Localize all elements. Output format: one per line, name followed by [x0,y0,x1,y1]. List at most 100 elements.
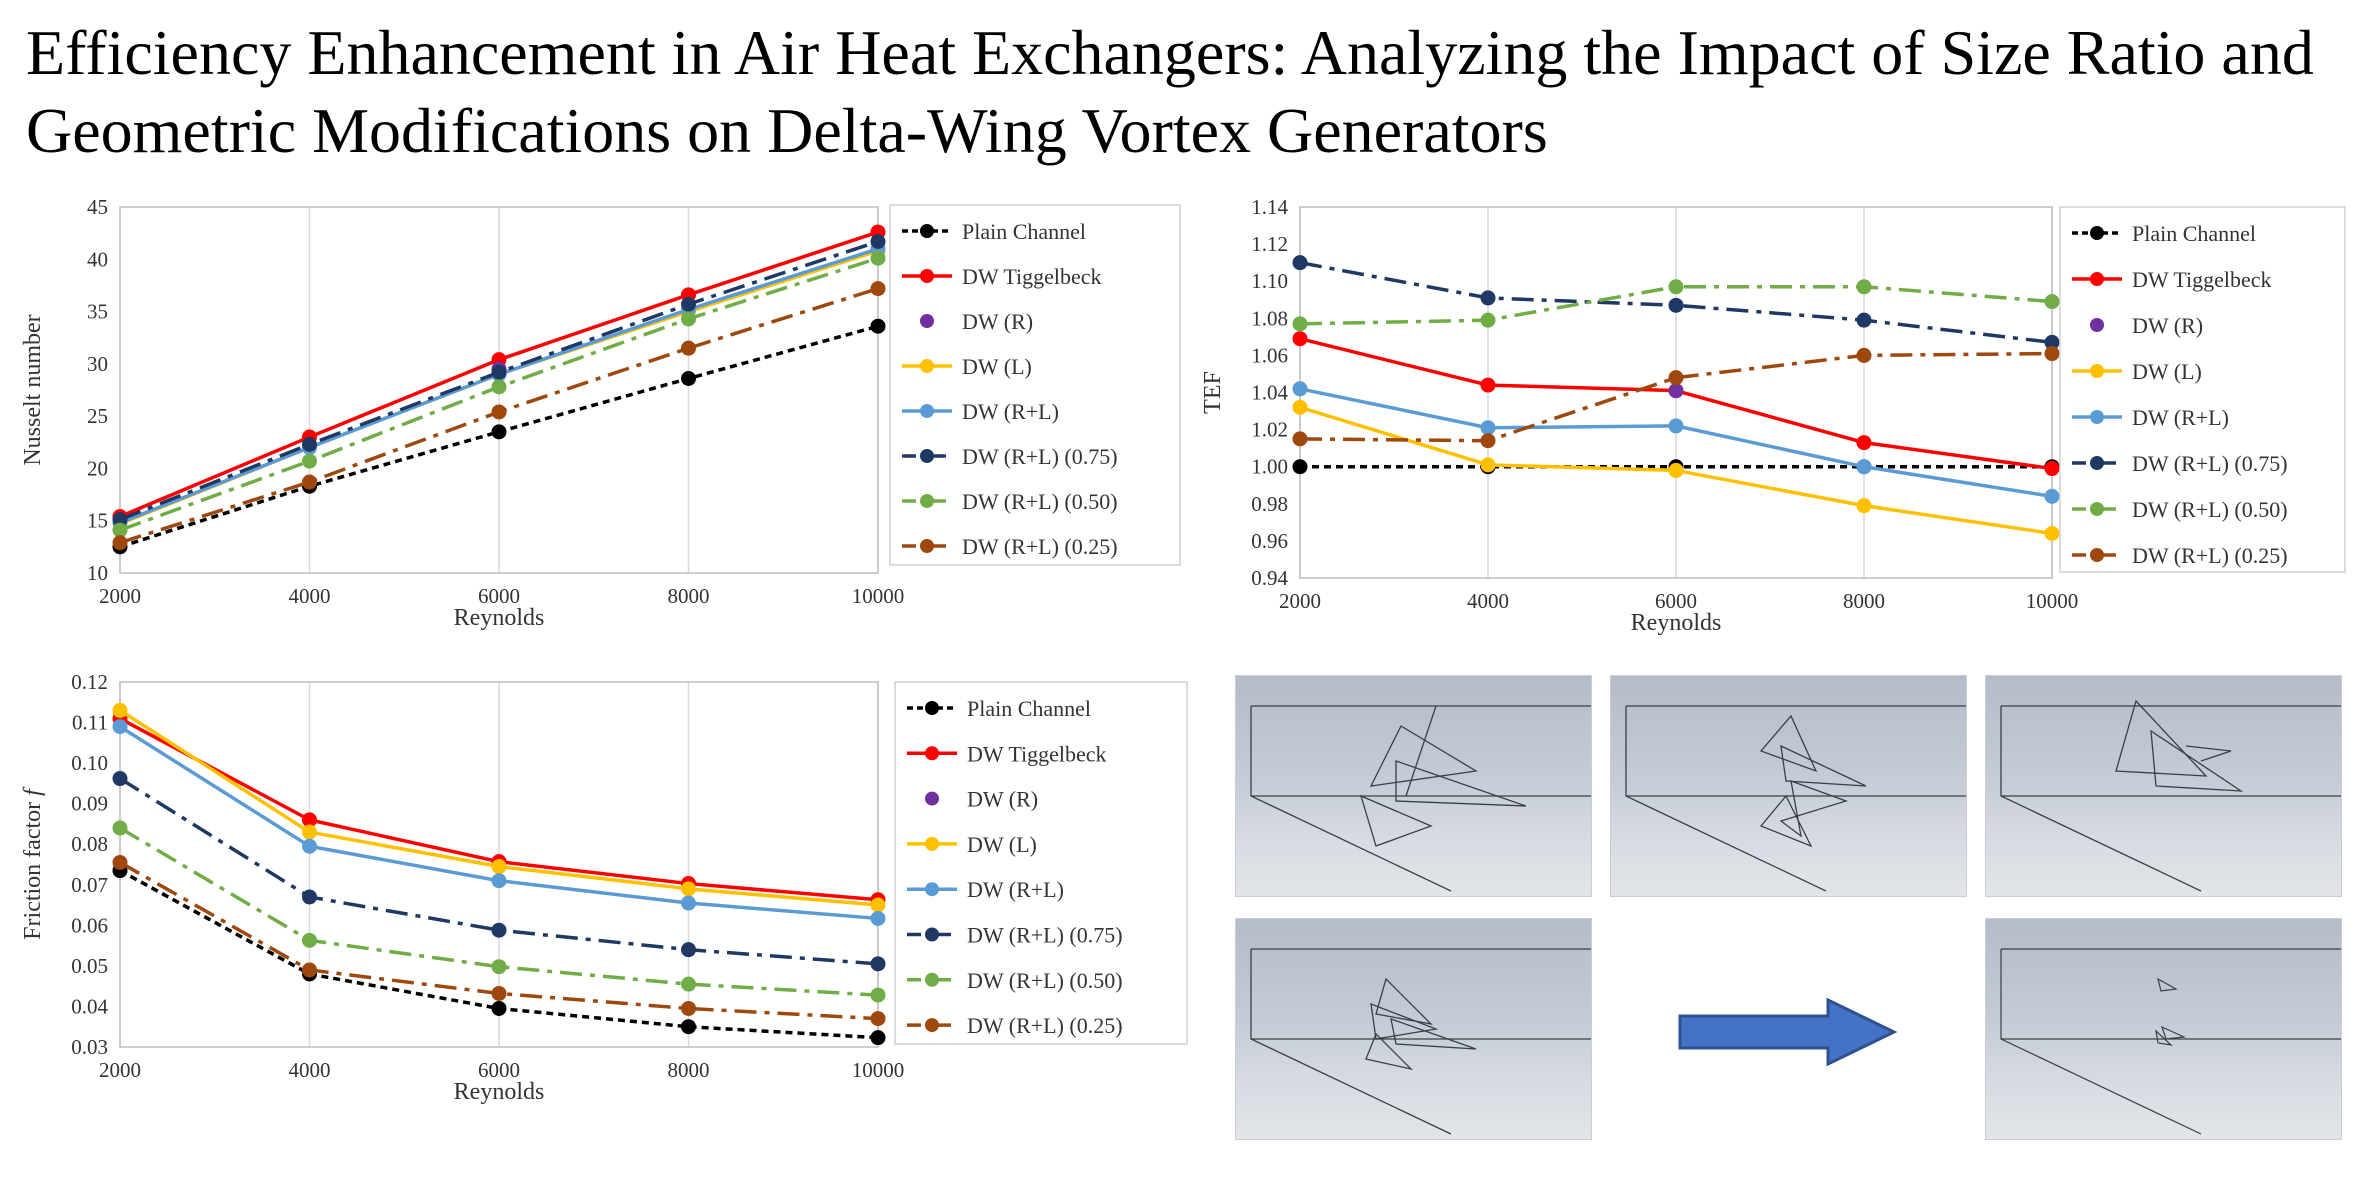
y-tick-label: 0.11 [72,711,108,735]
data-point [1292,459,1308,475]
data-point [302,932,317,948]
legend-swatch-marker [2090,364,2104,378]
legend-swatch-marker [925,746,939,761]
legend-item: DW Tiggelbeck [907,741,1107,766]
data-point [870,234,886,250]
legend-item: DW (R+L) (0.75) [902,444,1118,469]
data-point [1856,312,1872,328]
render-dw-rl [1610,675,1967,897]
legend-swatch-marker [920,404,934,418]
legend-label: Plain Channel [962,219,1086,244]
data-point [1292,431,1308,447]
legend-item: DW (R+L) (0.50) [902,489,1118,514]
legend-label: DW (R+L) (0.25) [962,534,1118,559]
y-axis-title: Nusselt number [20,314,46,465]
series-line [119,777,879,966]
y-tick-label: 1.02 [1251,418,1288,442]
y-tick-label: 1.10 [1251,269,1288,293]
y-tick-label: 1.04 [1251,381,1288,405]
data-point [870,1011,886,1027]
y-tick-label: 0.07 [71,873,108,897]
data-point [681,370,696,386]
data-point [491,859,507,875]
legend-item: DW (L) [902,354,1032,379]
x-tick-label: 4000 [1467,589,1509,613]
plot-area: 0.94 0.96 0.98 1.00 1.02 1.04 1.06 1.08 1.10 1.12… [1200,195,2078,636]
x-tick-label: 10000 [852,584,905,608]
legend-swatch-marker [2090,272,2104,286]
data-point [681,1019,696,1035]
legend-swatch-marker [2090,318,2104,332]
x-axis-title: Reynolds [454,605,545,631]
legend-swatch-marker [920,269,934,283]
series-dw-r-l-0-25- [1292,346,2060,449]
legend-item: DW (L) [2072,359,2202,384]
data-point [302,812,317,828]
y-tick-label: 1.00 [1251,455,1288,479]
data-point [491,364,507,380]
series-dw-r-l- [1292,381,2060,504]
legend-item: DW (R+L) (0.25) [902,534,1118,559]
x-tick-label: 6000 [478,1058,520,1082]
data-point [112,522,128,538]
x-tick-label: 8000 [668,584,710,608]
legend-label: DW (L) [2132,359,2202,384]
x-axis-title: Reynolds [1631,610,1722,636]
x-axis-title: Reynolds [454,1079,545,1105]
data-point [870,318,886,334]
series-dw-r-l- [112,719,886,926]
data-point [1292,381,1308,397]
legend-swatch-marker [920,539,934,553]
legend-box [2059,206,2346,573]
legend-swatch-marker [920,359,934,373]
data-point [2044,334,2060,350]
data-point [2044,294,2060,310]
data-point [2044,525,2060,541]
x-tick-label: 2000 [99,1058,141,1082]
data-point [681,311,696,327]
legend-label: DW (R+L) (0.75) [2132,451,2288,476]
data-point [1480,377,1496,393]
series-dw-r-l-0-75- [112,234,886,528]
legend-item: DW (R) [920,309,1033,334]
legend-item: DW (R+L) (0.50) [907,968,1123,993]
data-point [491,873,507,889]
data-point [870,281,886,297]
y-tick-label: 0.12 [71,670,108,694]
data-point [302,962,317,978]
series-dw-r-l-0-50- [1292,279,2060,332]
legend-swatch-marker [2090,548,2104,562]
plot-area: 0.03 0.04 0.05 0.06 0.07 0.08 0.09 0.10 0.11 0.12… [20,670,904,1105]
legend-swatch-marker [925,791,939,806]
data-point [2044,488,2060,504]
data-point [1668,279,1684,295]
data-point [681,976,696,992]
x-tick-label: 8000 [1843,589,1885,613]
tef-chart: 0.94 0.96 0.98 1.00 1.02 1.04 1.06 1.08 1.10 1.12… [1200,195,2346,636]
legend-item: Plain Channel [2072,221,2256,246]
legend-label: DW (R+L) (0.75) [967,923,1123,948]
data-point [302,436,317,452]
legend: Plain Channel DW Tiggelbeck DW (R) DW (L) DW… [889,204,1181,566]
legend-label: DW (R+L) (0.75) [962,444,1118,469]
legend-swatch-marker [920,314,934,328]
x-tick-label: 8000 [668,1058,710,1082]
legend-swatch-marker [925,1018,939,1033]
series-line [119,826,879,997]
y-tick-label: 1.06 [1251,343,1288,367]
y-tick-label: 0.09 [71,792,108,816]
y-axis-title: TEF [1200,371,1226,414]
data-point [1292,255,1308,271]
legend-label: DW (R+L) [967,877,1064,902]
legend-label: DW (R) [967,787,1038,812]
x-tick-label: 10000 [852,1058,905,1082]
render-dw-rl-075 [1235,918,1592,1140]
y-axis-title: Friction factor f [20,786,46,940]
data-point [1856,435,1872,451]
legend-label: DW (L) [962,354,1032,379]
data-point [1480,433,1496,449]
legend-label: DW (R+L) (0.50) [962,489,1118,514]
data-point [112,512,128,528]
data-point [491,379,507,395]
page-title: Efficiency Enhancement in Air Heat Excha… [26,17,2314,166]
